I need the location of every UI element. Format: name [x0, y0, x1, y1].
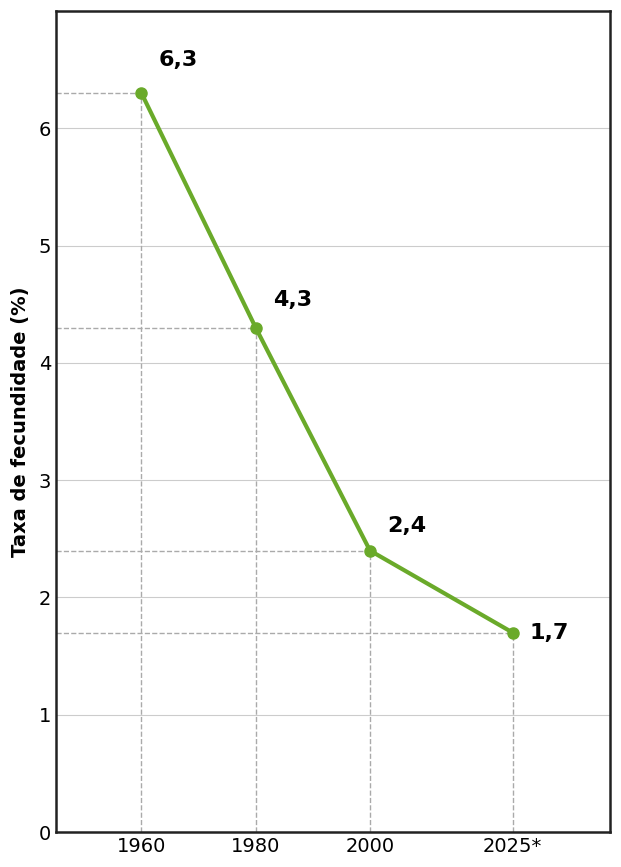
- Text: 2,4: 2,4: [387, 517, 426, 537]
- Y-axis label: Taxa de fecundidade (%): Taxa de fecundidade (%): [11, 286, 30, 557]
- Text: 1,7: 1,7: [530, 623, 569, 642]
- Text: 4,3: 4,3: [273, 290, 312, 310]
- Text: 6,3: 6,3: [158, 49, 198, 69]
